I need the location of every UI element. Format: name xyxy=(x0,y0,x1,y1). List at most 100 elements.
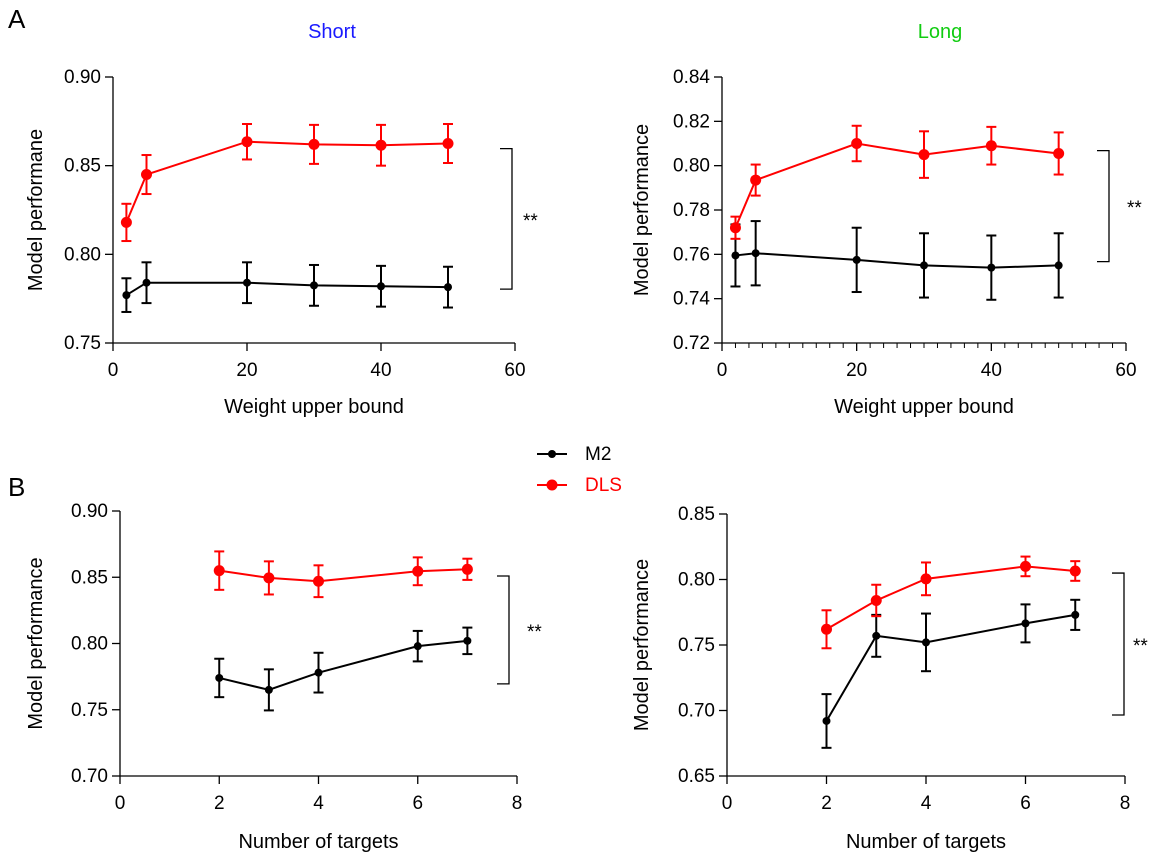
data-point-dls xyxy=(729,222,741,234)
y-tick-label: 0.74 xyxy=(673,289,710,310)
y-tick-label: 0.80 xyxy=(673,156,710,177)
data-point-m2 xyxy=(1021,619,1030,628)
x-tick-label: 40 xyxy=(981,360,1002,381)
series-dls xyxy=(729,124,1065,240)
x-tick-label: 40 xyxy=(370,360,391,381)
data-point-dls xyxy=(241,136,253,148)
legend-item-dls: DLS xyxy=(537,475,622,496)
data-point-m2 xyxy=(377,282,385,291)
x-axis-label: Number of targets xyxy=(846,831,1006,853)
y-tick-label: 0.85 xyxy=(64,156,101,177)
y-tick-label: 0.90 xyxy=(64,67,101,88)
significance-bracket xyxy=(500,147,513,290)
data-point-dls xyxy=(918,149,930,161)
y-tick-label: 0.85 xyxy=(678,504,715,525)
series-line-m2 xyxy=(219,639,468,691)
x-axis-label: Number of targets xyxy=(238,831,398,853)
data-point-dls xyxy=(920,573,932,585)
data-point-dls xyxy=(263,572,275,584)
x-tick-label: 4 xyxy=(921,793,932,814)
x-axis-label: Weight upper bound xyxy=(224,396,404,418)
y-tick-label: 0.72 xyxy=(673,333,710,354)
data-point-dls xyxy=(750,174,762,186)
chart-b-short: 0.70 0.75 0.80 0.85 0.90 0 2 4 6 8 Number of targe… xyxy=(25,501,542,853)
y-tick-label: 0.70 xyxy=(71,766,108,787)
x-tick-label: 0 xyxy=(108,360,119,381)
y-tick-label: 0.84 xyxy=(673,67,710,88)
x-tick-label: 0 xyxy=(115,793,126,814)
legend-marker-dls xyxy=(546,479,558,491)
data-point-dls xyxy=(313,575,324,587)
chart-a-long: 0.72 0.74 0.76 0.78 0.80 0.82 0.84 0 20 40 60 Weigh… xyxy=(631,67,1142,418)
legend-label-dls: DLS xyxy=(585,475,622,496)
series-line-dls xyxy=(825,565,1076,631)
legend-label-m2: M2 xyxy=(585,444,611,465)
y-tick-label: 0.90 xyxy=(71,501,108,522)
x-tick-label: 0 xyxy=(717,360,728,381)
series-dls xyxy=(213,550,473,599)
data-point-m2 xyxy=(731,251,740,260)
data-point-m2 xyxy=(1054,261,1063,270)
data-point-dls xyxy=(442,138,454,149)
significance-bracket xyxy=(1112,572,1125,716)
data-point-m2 xyxy=(310,281,318,290)
panel-letter-a: A xyxy=(8,4,26,34)
y-tick-label: 0.82 xyxy=(673,111,710,132)
y-axis-label: Model performane xyxy=(25,129,47,291)
data-point-m2 xyxy=(142,278,151,287)
significance-label: ** xyxy=(523,211,538,232)
chart-a-short: 0.75 0.80 0.85 0.90 0 20 40 60 Weight upper boun… xyxy=(25,67,538,418)
data-point-m2 xyxy=(444,283,452,292)
y-axis-label: Model performance xyxy=(631,559,653,731)
y-tick-label: 0.78 xyxy=(673,200,710,221)
y-tick-label: 0.80 xyxy=(64,244,101,265)
significance-label: ** xyxy=(1133,636,1148,657)
data-point-m2 xyxy=(264,685,273,694)
data-point-dls xyxy=(308,138,320,150)
data-point-m2 xyxy=(314,668,323,677)
data-point-m2 xyxy=(215,673,224,682)
data-point-dls xyxy=(870,594,882,606)
series-line-m2 xyxy=(125,281,449,296)
series-line-dls xyxy=(125,140,449,223)
y-tick-label: 0.85 xyxy=(71,567,108,588)
series-m2 xyxy=(730,220,1064,301)
x-tick-label: 8 xyxy=(512,793,523,814)
data-point-m2 xyxy=(987,263,996,272)
series-line-dls xyxy=(734,142,1059,229)
y-tick-label: 0.65 xyxy=(678,766,715,787)
data-point-m2 xyxy=(822,716,831,725)
series-m2 xyxy=(121,261,453,313)
series-line-m2 xyxy=(825,613,1076,722)
panel-letter-b: B xyxy=(8,472,25,502)
data-point-m2 xyxy=(920,261,928,270)
significance-bracket xyxy=(497,575,510,685)
y-tick-label: 0.75 xyxy=(71,700,108,721)
series-dls xyxy=(120,122,454,243)
data-point-m2 xyxy=(243,278,251,287)
column-title-long: Long xyxy=(918,21,963,43)
data-point-dls xyxy=(1069,565,1081,577)
x-tick-label: 2 xyxy=(214,793,225,814)
x-tick-label: 20 xyxy=(846,360,867,381)
chart-b-long: 0.65 0.70 0.75 0.80 0.85 0 2 4 6 8 Number of targe… xyxy=(631,504,1148,853)
legend-marker-m2 xyxy=(548,450,556,458)
data-point-dls xyxy=(461,563,473,575)
x-tick-label: 20 xyxy=(236,360,257,381)
legend-item-m2: M2 xyxy=(537,444,611,465)
x-tick-label: 6 xyxy=(412,793,423,814)
data-point-dls xyxy=(985,140,997,152)
y-tick-label: 0.75 xyxy=(678,635,715,656)
x-tick-label: 4 xyxy=(313,793,324,814)
x-tick-label: 60 xyxy=(1115,360,1136,381)
data-point-dls xyxy=(821,623,832,635)
data-point-m2 xyxy=(922,638,930,647)
data-point-dls xyxy=(120,216,132,228)
y-axis-label: Model performance xyxy=(631,124,653,296)
x-axis-label: Weight upper bound xyxy=(834,396,1014,418)
data-point-m2 xyxy=(122,291,131,300)
data-point-m2 xyxy=(751,249,760,258)
data-point-dls xyxy=(412,565,424,577)
data-point-dls xyxy=(1020,560,1031,572)
